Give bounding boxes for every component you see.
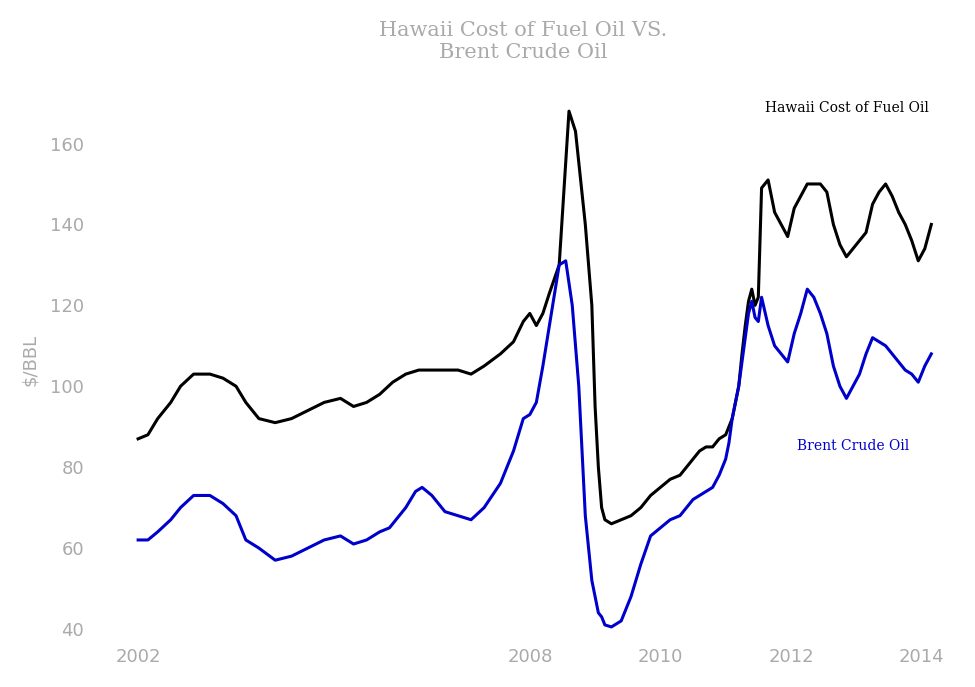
Text: Brent Crude Oil: Brent Crude Oil — [798, 439, 910, 453]
Title: Hawaii Cost of Fuel Oil VS.
Brent Crude Oil: Hawaii Cost of Fuel Oil VS. Brent Crude … — [379, 21, 668, 62]
Y-axis label: $/BBL: $/BBL — [20, 334, 39, 386]
Text: Hawaii Cost of Fuel Oil: Hawaii Cost of Fuel Oil — [764, 101, 929, 115]
